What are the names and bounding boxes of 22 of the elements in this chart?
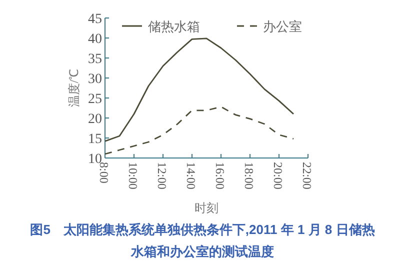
x-tick-label: 14:00 bbox=[184, 162, 198, 190]
legend-label: 办公室 bbox=[263, 19, 302, 34]
x-tick-label: 8:00 bbox=[97, 162, 111, 184]
caption: 图5 太阳能集热系统单独供热条件下,2011 年 1 月 8 日储热水箱和办公室的测试温度 bbox=[30, 221, 375, 261]
y-tick-label: 40 bbox=[88, 32, 102, 47]
y-tick-label: 15 bbox=[88, 132, 102, 147]
x-tick-label: 10:00 bbox=[126, 162, 140, 190]
x-tick-label: 20:00 bbox=[271, 162, 285, 190]
line-series bbox=[104, 38, 294, 142]
y-tick-label: 20 bbox=[88, 112, 102, 127]
line-series bbox=[104, 106, 294, 155]
y-tick-label: 35 bbox=[88, 52, 102, 67]
x-axis-title: 时刻 bbox=[194, 201, 218, 215]
x-tick-label: 22:00 bbox=[300, 162, 314, 190]
legend-label: 储热水箱 bbox=[148, 19, 200, 34]
x-tick-label: 12:00 bbox=[155, 162, 169, 190]
y-tick-label: 25 bbox=[88, 92, 102, 107]
x-tick-label: 16:00 bbox=[213, 162, 227, 190]
y-tick-label: 45 bbox=[88, 12, 102, 27]
x-tick-label: 18:00 bbox=[242, 162, 256, 190]
y-axis-title: 温度/℃ bbox=[67, 68, 81, 108]
y-tick-label: 30 bbox=[88, 72, 102, 87]
